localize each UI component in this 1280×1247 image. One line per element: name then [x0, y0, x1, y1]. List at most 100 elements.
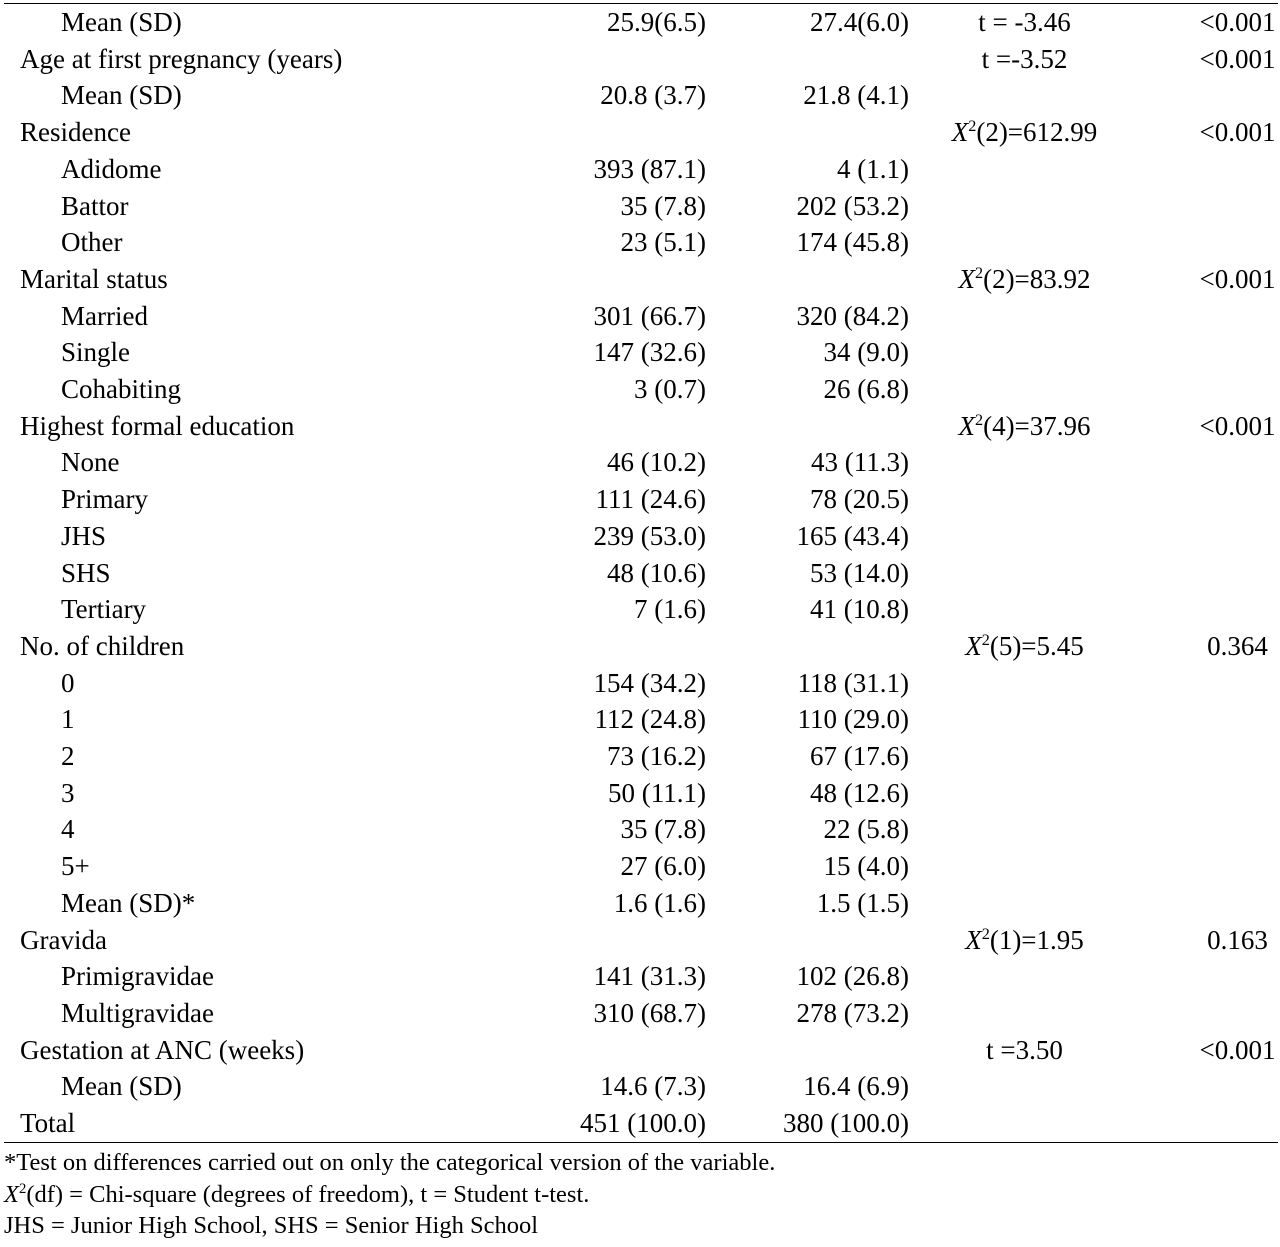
table-body: Mean (SD) 25.9(6.5) 27.4(6.0) t = -3.46 <0.0… — [4, 4, 1280, 1142]
p-value — [1140, 188, 1280, 225]
table-row: Primigravidae 141 (31.3) 102 (26.8) — [4, 958, 1280, 995]
p-value — [1140, 665, 1280, 702]
table-row: Marital status X2(2)=83.92 <0.001 — [4, 261, 1280, 298]
test-statistic — [909, 811, 1140, 848]
footnote-school-abbreviations: JHS = Junior High School, SHS = Senior H… — [4, 1212, 539, 1239]
group1-value: 23 (5.1) — [620, 227, 706, 258]
test-statistic — [909, 224, 1140, 261]
p-value: <0.001 — [1199, 1034, 1276, 1065]
p-value — [1140, 371, 1280, 408]
table-row: 0 154 (34.2) 118 (31.1) — [4, 665, 1280, 702]
test-statistic — [909, 151, 1140, 188]
group1-value: 27 (6.0) — [620, 851, 706, 882]
row-sublabel: Adidome — [61, 153, 162, 184]
group1-value — [361, 261, 706, 298]
test-statistic: X2(2)=83.92 — [909, 261, 1140, 298]
row-sublabel: 1 — [61, 704, 75, 735]
table-row: Cohabiting 3 (0.7) 26 (6.8) — [4, 371, 1280, 408]
table-row: Adidome 393 (87.1) 4 (1.1) — [4, 151, 1280, 188]
row-label: Age at first pregnancy (years) — [20, 43, 343, 74]
df-close-paren: )= — [1005, 263, 1030, 294]
p-value — [1140, 77, 1280, 114]
df-open-paren: ( — [989, 630, 999, 661]
row-sublabel: None — [61, 447, 120, 478]
table-row: Married 301 (66.7) 320 (84.2) — [4, 298, 1280, 335]
table-row: 5+ 27 (6.0) 15 (4.0) — [4, 848, 1280, 885]
group1-value: 147 (32.6) — [593, 337, 706, 368]
group2-value — [706, 261, 909, 298]
row-sublabel: Mean (SD) — [61, 80, 182, 111]
table-row: 4 35 (7.8) 22 (5.8) — [4, 811, 1280, 848]
row-sublabel: Primigravidae — [61, 961, 214, 992]
group1-value: 111 (24.6) — [595, 484, 706, 515]
footnote-categorical-test: *Test on differences carried out on only… — [4, 1149, 776, 1176]
p-value: <0.001 — [1199, 263, 1276, 294]
group1-value: 112 (24.8) — [594, 704, 706, 735]
df-close-paren: )= — [1012, 924, 1037, 955]
chi-symbol: X — [958, 263, 975, 294]
chi-square-value: 5.45 — [1036, 630, 1084, 661]
test-statistic — [909, 995, 1140, 1032]
group1-value — [361, 922, 706, 959]
table-bottom-rule — [4, 1142, 1278, 1143]
group1-value: 35 (7.8) — [620, 190, 706, 221]
group1-value: 14.6 (7.3) — [600, 1071, 706, 1102]
chi-square-superscript: 2 — [968, 117, 977, 136]
group2-value: 48 (12.6) — [810, 777, 909, 808]
table-row: 1 112 (24.8) 110 (29.0) — [4, 701, 1280, 738]
group1-value: 73 (16.2) — [607, 741, 706, 772]
row-label: Marital status — [20, 263, 168, 294]
group2-value: 165 (43.4) — [796, 520, 909, 551]
df-open-paren: ( — [983, 410, 993, 441]
test-statistic: X2(1)=1.95 — [909, 922, 1140, 959]
group2-value — [706, 114, 909, 151]
p-value: <0.001 — [1199, 410, 1276, 441]
p-value — [1140, 224, 1280, 261]
table-row: Battor 35 (7.8) 202 (53.2) — [4, 188, 1280, 225]
chi-square-value: 83.92 — [1029, 263, 1091, 294]
test-statistic: t =3.50 — [986, 1034, 1063, 1065]
group2-value — [706, 922, 909, 959]
test-statistic — [909, 298, 1140, 335]
p-value — [1140, 481, 1280, 518]
group2-value: 67 (17.6) — [810, 741, 909, 772]
row-label: Gestation at ANC (weeks) — [20, 1034, 305, 1065]
chi-square-value: 1.95 — [1036, 924, 1084, 955]
group2-value: 41 (10.8) — [810, 594, 909, 625]
test-statistic — [909, 334, 1140, 371]
group1-value: 301 (66.7) — [593, 300, 706, 331]
test-statistic: X2(4)=37.96 — [909, 408, 1140, 445]
p-value: 0.364 — [1207, 630, 1268, 661]
group2-value: 4 (1.1) — [837, 153, 909, 184]
table-row: Tertiary 7 (1.6) 41 (10.8) — [4, 591, 1280, 628]
table-row: Single 147 (32.6) 34 (9.0) — [4, 334, 1280, 371]
group1-value: 35 (7.8) — [620, 814, 706, 845]
p-value: 0.163 — [1207, 924, 1268, 955]
test-statistic: X2(2)=612.99 — [909, 114, 1140, 151]
group2-value: 16.4 (6.9) — [803, 1071, 909, 1102]
row-sublabel: Single — [61, 337, 131, 368]
p-value — [1140, 555, 1280, 592]
table-row: Highest formal education X2(4)=37.96 <0.00… — [4, 408, 1280, 445]
row-sublabel: Tertiary — [61, 594, 147, 625]
group1-value: 48 (10.6) — [607, 557, 706, 588]
test-statistic — [909, 518, 1140, 555]
chi-symbol: X — [958, 410, 975, 441]
chi-square-superscript: 2 — [981, 630, 990, 649]
chi-square-superscript: 2 — [974, 410, 984, 429]
row-sublabel: Mean (SD)* — [61, 887, 196, 918]
test-statistic: t = -3.46 — [978, 7, 1071, 37]
group1-value: 451 (100.0) — [580, 1108, 706, 1139]
df-close-paren: )= — [998, 117, 1024, 148]
group1-value — [361, 114, 706, 151]
row-sublabel: 5+ — [61, 851, 90, 882]
table-row: 2 73 (16.2) 67 (17.6) — [4, 738, 1280, 775]
group2-value — [706, 408, 909, 445]
group2-value: 102 (26.8) — [796, 961, 909, 992]
test-statistic — [909, 958, 1140, 995]
group2-value: 15 (4.0) — [823, 851, 909, 882]
group1-value — [361, 41, 706, 78]
table-row: Gestation at ANC (weeks) t =3.50 <0.001 — [4, 1032, 1280, 1069]
group2-value: 22 (5.8) — [823, 814, 909, 845]
group2-value: 320 (84.2) — [796, 300, 909, 331]
